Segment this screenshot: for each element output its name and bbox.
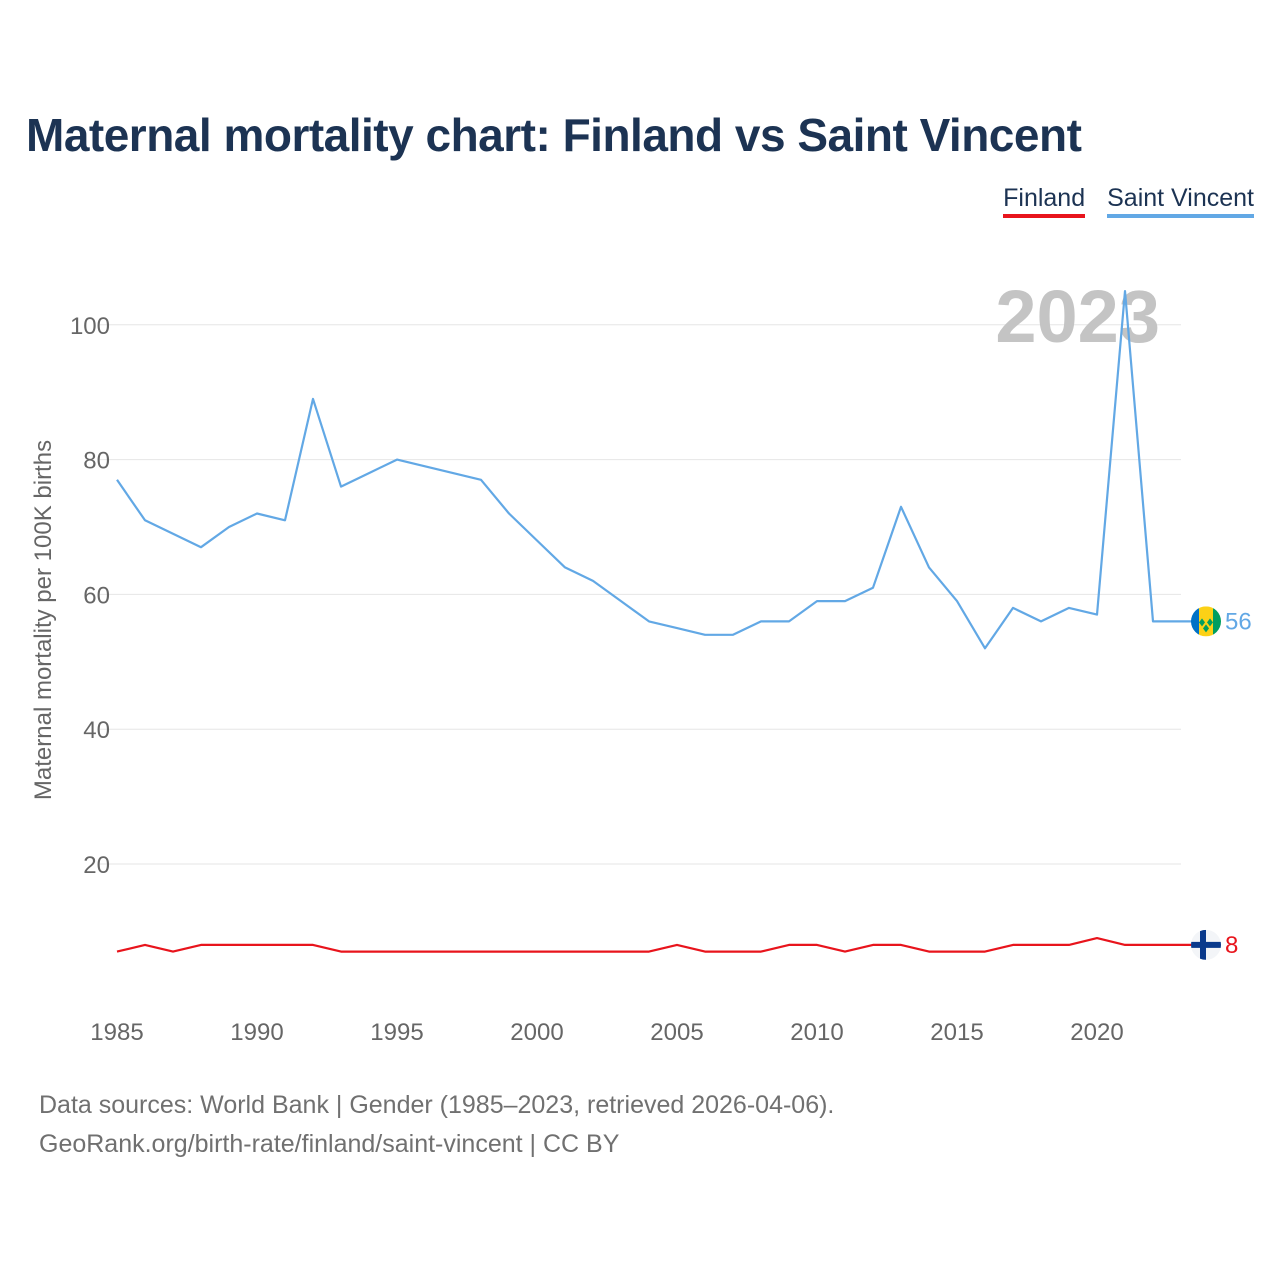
x-tick-label-2015: 2015 bbox=[930, 1019, 983, 1046]
x-tick-label-1990: 1990 bbox=[230, 1019, 283, 1046]
legend: Finland Saint Vincent bbox=[1003, 184, 1254, 218]
end-value-label-saint-vincent: 56 bbox=[1225, 608, 1252, 635]
footer-sources: Data sources: World Bank | Gender (1985–… bbox=[39, 1091, 835, 1119]
y-tick-label-80: 80 bbox=[83, 448, 110, 475]
x-tick-label-1995: 1995 bbox=[370, 1019, 423, 1046]
series-line-saint-vincent bbox=[116, 290, 1181, 650]
footer-url[interactable]: GeoRank.org/birth-rate/finland/saint-vin… bbox=[39, 1130, 620, 1158]
legend-item-saint-vincent[interactable]: Saint Vincent bbox=[1107, 184, 1254, 218]
grid bbox=[100, 324, 1181, 865]
page-title: Maternal mortality chart: Finland vs Sai… bbox=[26, 109, 1082, 161]
y-axis-label: Maternal mortality per 100K births bbox=[30, 440, 57, 800]
x-tick-label-2020: 2020 bbox=[1070, 1019, 1123, 1046]
y-tick-label-100: 100 bbox=[70, 313, 110, 340]
end-value-label-finland: 8 bbox=[1225, 932, 1238, 959]
y-tick-label-40: 40 bbox=[83, 717, 110, 744]
finland-flag-icon bbox=[1191, 929, 1221, 960]
year-watermark: 2023 bbox=[995, 275, 1160, 358]
y-tick-label-20: 20 bbox=[83, 852, 110, 879]
series-lines bbox=[116, 290, 1181, 953]
x-tick-label-2005: 2005 bbox=[650, 1019, 703, 1046]
series-line-finland bbox=[116, 936, 1181, 953]
x-tick-label-1985: 1985 bbox=[90, 1019, 143, 1046]
axis-ticks: 20 40 60 80 100 1985 1990 1995 2000 2005 2010 2015 2… bbox=[70, 313, 1124, 1046]
legend-item-finland[interactable]: Finland bbox=[1003, 184, 1086, 218]
end-markers: 56 8 bbox=[1181, 606, 1252, 960]
footer: Data sources: World Bank | Gender (1985–… bbox=[39, 1086, 834, 1164]
y-tick-label-60: 60 bbox=[83, 582, 110, 609]
x-tick-label-2010: 2010 bbox=[790, 1019, 843, 1046]
saint-vincent-flag-icon bbox=[1191, 606, 1221, 637]
x-tick-label-2000: 2000 bbox=[510, 1019, 563, 1046]
